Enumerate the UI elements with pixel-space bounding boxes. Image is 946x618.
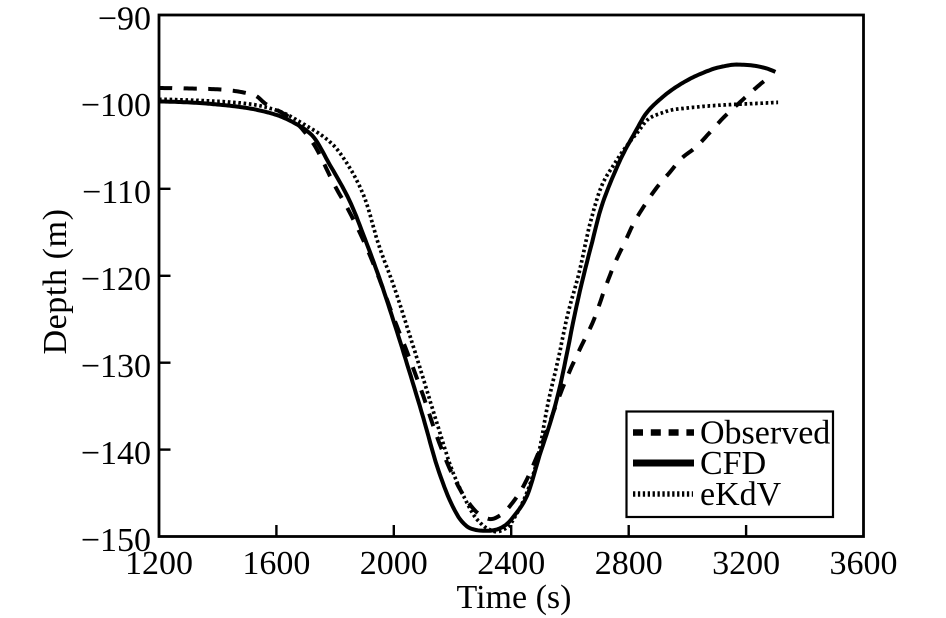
- svg-text:−110: −110: [82, 174, 151, 211]
- svg-text:−140: −140: [81, 435, 151, 472]
- svg-text:3200: 3200: [712, 545, 780, 582]
- svg-text:1200: 1200: [125, 545, 193, 582]
- svg-text:CFD: CFD: [700, 445, 766, 482]
- svg-text:−100: −100: [81, 87, 151, 124]
- svg-text:3600: 3600: [830, 545, 898, 582]
- svg-text:Depth (m): Depth (m): [37, 208, 74, 354]
- svg-text:2000: 2000: [360, 545, 428, 582]
- svg-text:−150: −150: [81, 522, 151, 559]
- svg-text:2800: 2800: [595, 545, 663, 582]
- svg-text:Time (s): Time (s): [457, 579, 572, 616]
- svg-text:1600: 1600: [242, 545, 310, 582]
- svg-text:eKdV: eKdV: [700, 476, 782, 513]
- svg-text:−90: −90: [98, 0, 151, 37]
- svg-text:2400: 2400: [477, 545, 545, 582]
- svg-text:−130: −130: [81, 348, 151, 385]
- svg-text:Observed: Observed: [700, 415, 830, 452]
- svg-text:−120: −120: [81, 261, 151, 298]
